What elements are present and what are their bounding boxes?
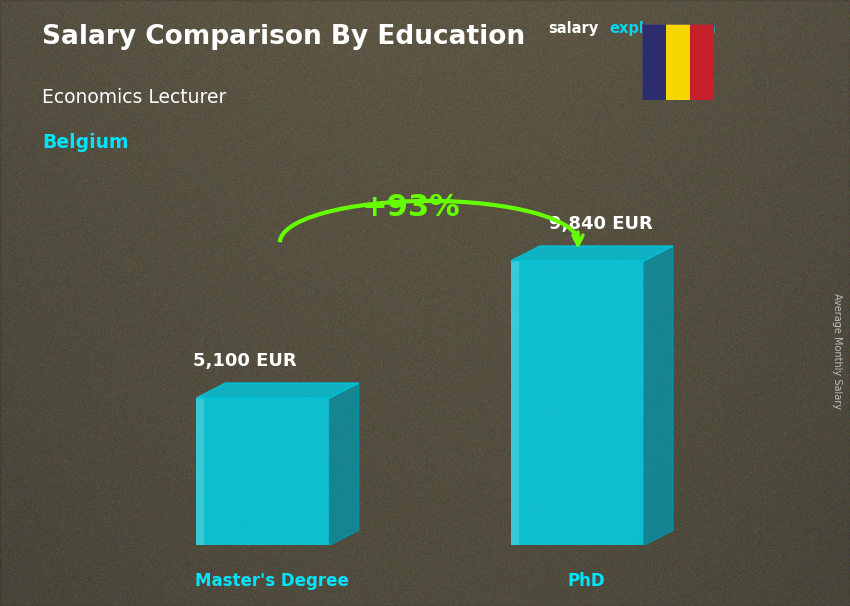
Bar <box>642 24 666 100</box>
Text: 9,840 EUR: 9,840 EUR <box>549 215 653 233</box>
Text: Economics Lecturer: Economics Lecturer <box>42 88 227 107</box>
Polygon shape <box>643 246 673 545</box>
Text: PhD: PhD <box>568 571 605 590</box>
Bar <box>196 398 204 545</box>
Bar <box>196 398 330 545</box>
Polygon shape <box>511 246 673 261</box>
Bar <box>666 24 690 100</box>
Text: 5,100 EUR: 5,100 EUR <box>193 352 297 370</box>
Text: Master's Degree: Master's Degree <box>196 571 349 590</box>
Text: Salary Comparison By Education: Salary Comparison By Education <box>42 24 525 50</box>
Bar <box>511 261 518 545</box>
Text: Average Monthly Salary: Average Monthly Salary <box>832 293 842 410</box>
Text: Belgium: Belgium <box>42 133 129 152</box>
Text: salary: salary <box>548 21 598 36</box>
Polygon shape <box>196 383 359 398</box>
Polygon shape <box>330 383 359 545</box>
Text: explorer.com: explorer.com <box>609 21 717 36</box>
Text: +93%: +93% <box>361 193 460 222</box>
Bar <box>690 24 714 100</box>
Bar <box>511 261 643 545</box>
